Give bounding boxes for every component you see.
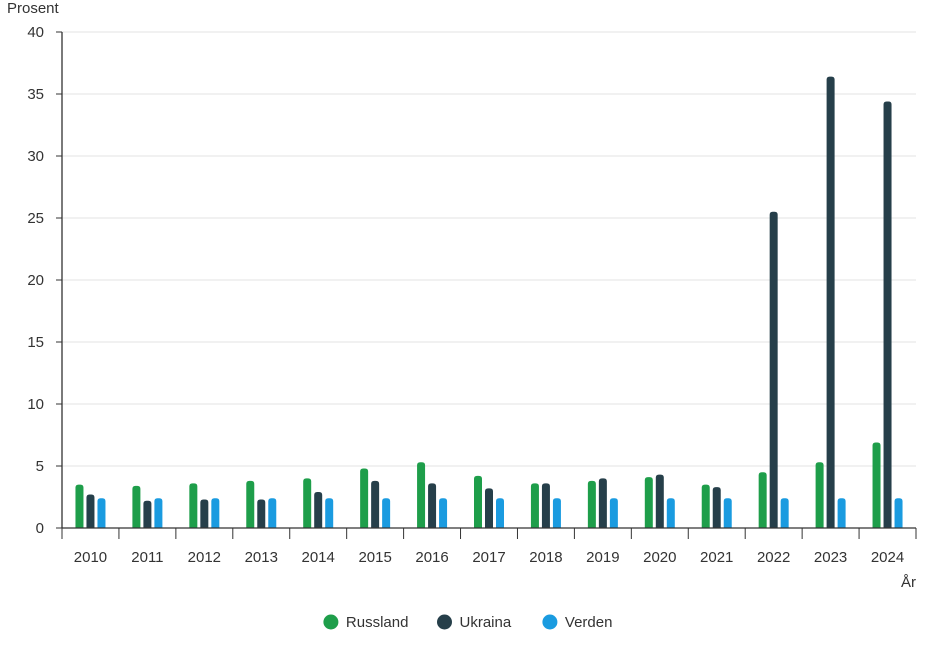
bar-verden-2013[interactable] — [268, 498, 277, 528]
bar-ukraina-2010[interactable] — [86, 494, 95, 528]
bar-ukraina-2016[interactable] — [428, 483, 437, 528]
bar-russland-2018[interactable] — [530, 483, 539, 528]
bar-russland-2017[interactable] — [474, 475, 482, 528]
x-tick-label: 2023 — [814, 549, 847, 566]
bar-verden-2015[interactable] — [382, 498, 391, 528]
bar-ukraina-2020[interactable] — [655, 474, 664, 528]
bar-russland-2015[interactable] — [360, 468, 369, 528]
bar-russland-2012[interactable] — [189, 483, 198, 528]
bar-verden-2023[interactable] — [837, 498, 846, 528]
bar-verden-2016[interactable] — [439, 498, 448, 528]
bar-verden-2024[interactable] — [894, 498, 903, 528]
bar-ukraina-2024[interactable] — [883, 101, 892, 528]
legend-label-russland[interactable]: Russland — [346, 614, 409, 631]
bar-russland-2016[interactable] — [417, 462, 426, 528]
bar-russland-2010[interactable] — [75, 484, 84, 528]
bar-russland-2019[interactable] — [587, 480, 596, 528]
bar-ukraina-2013[interactable] — [257, 499, 266, 528]
bar-russland-2021[interactable] — [701, 484, 710, 528]
x-tick-label: 2018 — [529, 549, 562, 566]
bar-russland-2013[interactable] — [246, 480, 255, 528]
bar-ukraina-2012[interactable] — [200, 499, 209, 528]
x-tick-label: 2017 — [472, 549, 505, 566]
legend-marker-ukraina[interactable] — [437, 614, 452, 630]
bar-verden-2014[interactable] — [325, 498, 334, 528]
y-tick-label: 40 — [27, 24, 44, 41]
y-tick-label: 35 — [27, 86, 44, 103]
y-tick-label: 5 — [36, 458, 44, 475]
x-tick-label: 2014 — [302, 549, 335, 566]
bar-russland-2020[interactable] — [644, 477, 653, 528]
bar-russland-2011[interactable] — [132, 485, 141, 528]
bar-verden-2019[interactable] — [609, 498, 618, 528]
x-axis-title: År — [901, 574, 916, 591]
bar-verden-2020[interactable] — [666, 498, 675, 528]
bar-verden-2017[interactable] — [496, 498, 504, 528]
y-tick-label: 10 — [27, 396, 44, 413]
legend-label-verden[interactable]: Verden — [565, 614, 613, 631]
legend-marker-verden[interactable] — [542, 614, 558, 630]
bar-russland-2022[interactable] — [758, 472, 767, 528]
bar-verden-2010[interactable] — [97, 498, 106, 528]
bar-verden-2011[interactable] — [154, 498, 163, 528]
bar-verden-2022[interactable] — [780, 498, 789, 528]
bar-verden-2012[interactable] — [211, 498, 220, 528]
bar-ukraina-2019[interactable] — [598, 478, 607, 528]
axes: 0 5 10 15 20 25 30 35 40 2010 2011 2012 2013 2014 2015… — [27, 24, 917, 566]
x-tick-label: 2020 — [643, 549, 676, 566]
y-axis-title: Prosent — [7, 0, 60, 17]
bar-ukraina-2021[interactable] — [712, 487, 721, 528]
bar-russland-2023[interactable] — [815, 462, 824, 528]
x-tick-label: 2010 — [74, 549, 107, 566]
legend-label-ukraina[interactable]: Ukraina — [460, 614, 512, 631]
x-tick-label: 2022 — [757, 549, 790, 566]
x-tick-label: 2015 — [358, 549, 391, 566]
legend: Russland Ukraina Verden — [323, 614, 612, 631]
x-tick-label: 2013 — [245, 549, 278, 566]
x-tick-label: 2012 — [188, 549, 221, 566]
x-tick-label: 2016 — [415, 549, 448, 566]
legend-marker-russland[interactable] — [323, 614, 339, 630]
bar-russland-2024[interactable] — [872, 442, 881, 528]
bar-ukraina-2022[interactable] — [769, 211, 778, 529]
y-tick-label: 25 — [27, 210, 44, 227]
x-tick-label: 2011 — [131, 549, 163, 566]
x-tick-label: 2024 — [871, 549, 904, 566]
bar-ukraina-2014[interactable] — [314, 492, 323, 528]
x-tick-label: 2019 — [586, 549, 619, 566]
gridlines — [62, 31, 916, 467]
bar-ukraina-2011[interactable] — [143, 500, 152, 528]
bar-ukraina-2018[interactable] — [541, 483, 550, 528]
bars — [75, 76, 903, 529]
bar-ukraina-2017[interactable] — [485, 488, 493, 528]
bar-ukraina-2015[interactable] — [371, 480, 380, 528]
bar-ukraina-2023[interactable] — [826, 76, 835, 528]
y-tick-label: 30 — [27, 148, 44, 165]
x-tick-label: 2021 — [700, 549, 733, 566]
bar-russland-2014[interactable] — [303, 478, 312, 528]
bar-verden-2021[interactable] — [723, 498, 732, 528]
bar-verden-2018[interactable] — [552, 498, 561, 528]
y-tick-label: 0 — [36, 520, 44, 537]
y-tick-label: 15 — [27, 334, 44, 351]
y-tick-label: 20 — [27, 272, 44, 289]
